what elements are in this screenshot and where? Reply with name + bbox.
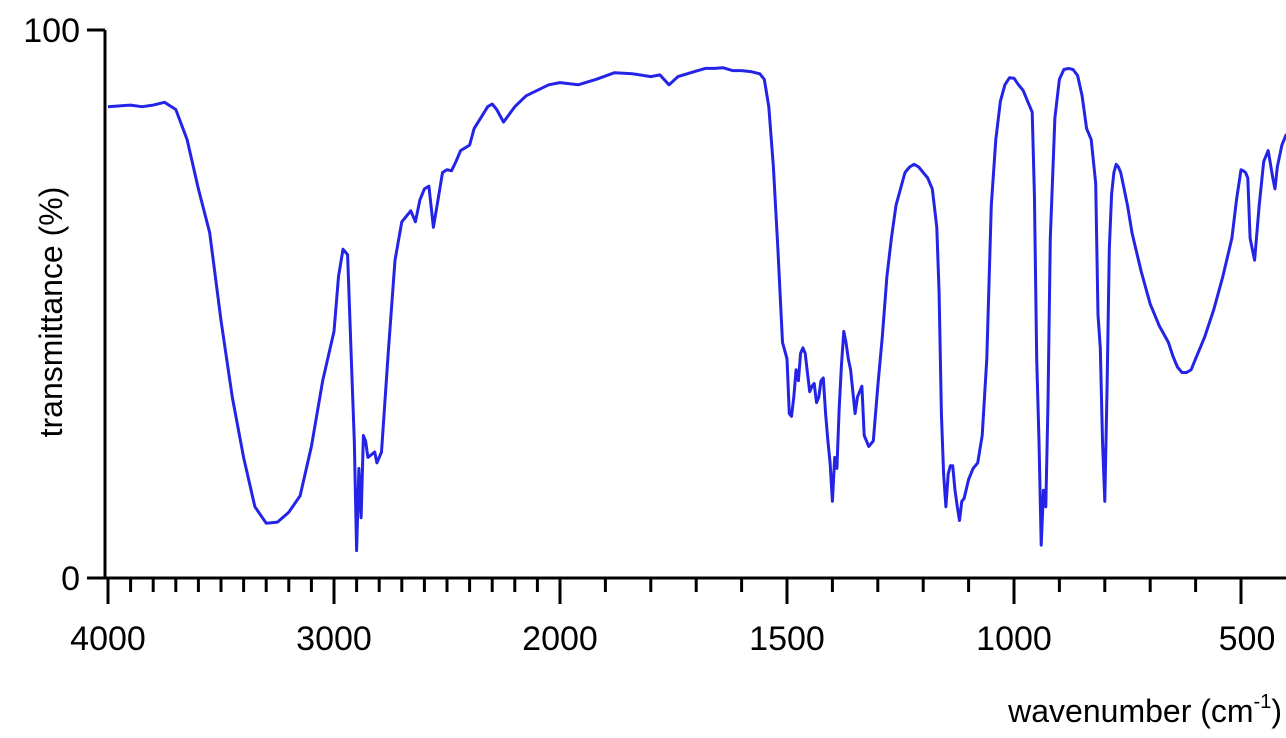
x-tick-label-4000: 4000: [70, 620, 146, 658]
plot-area: 100 0 4000 3000 2000 1500 1000 500: [23, 12, 1286, 658]
x-tick-label-3000: 3000: [296, 620, 372, 658]
transmittance-series-line: [107, 66, 1286, 553]
x-axis-title-main: wavenumber (cm: [1007, 693, 1253, 729]
x-tick-label-2000: 2000: [522, 620, 598, 658]
x-tick-label-1500: 1500: [749, 620, 825, 658]
x-axis-title-superscript: -1: [1254, 691, 1272, 713]
x-axis-title: wavenumber (cm-1): [1007, 691, 1282, 729]
y-ticks: 100 0: [23, 12, 105, 598]
x-axis-title-close: ): [1271, 693, 1282, 729]
y-axis-title: transmittance (%): [33, 187, 69, 438]
x-tick-label-1000: 1000: [976, 620, 1052, 658]
x-tick-label-500: 500: [1219, 620, 1276, 658]
x-ticks: 4000 3000 2000 1500 1000 500: [70, 578, 1275, 658]
y-tick-label-0: 0: [61, 560, 80, 598]
x-minor-ticks: [129, 578, 1198, 592]
y-tick-label-100: 100: [23, 12, 80, 50]
